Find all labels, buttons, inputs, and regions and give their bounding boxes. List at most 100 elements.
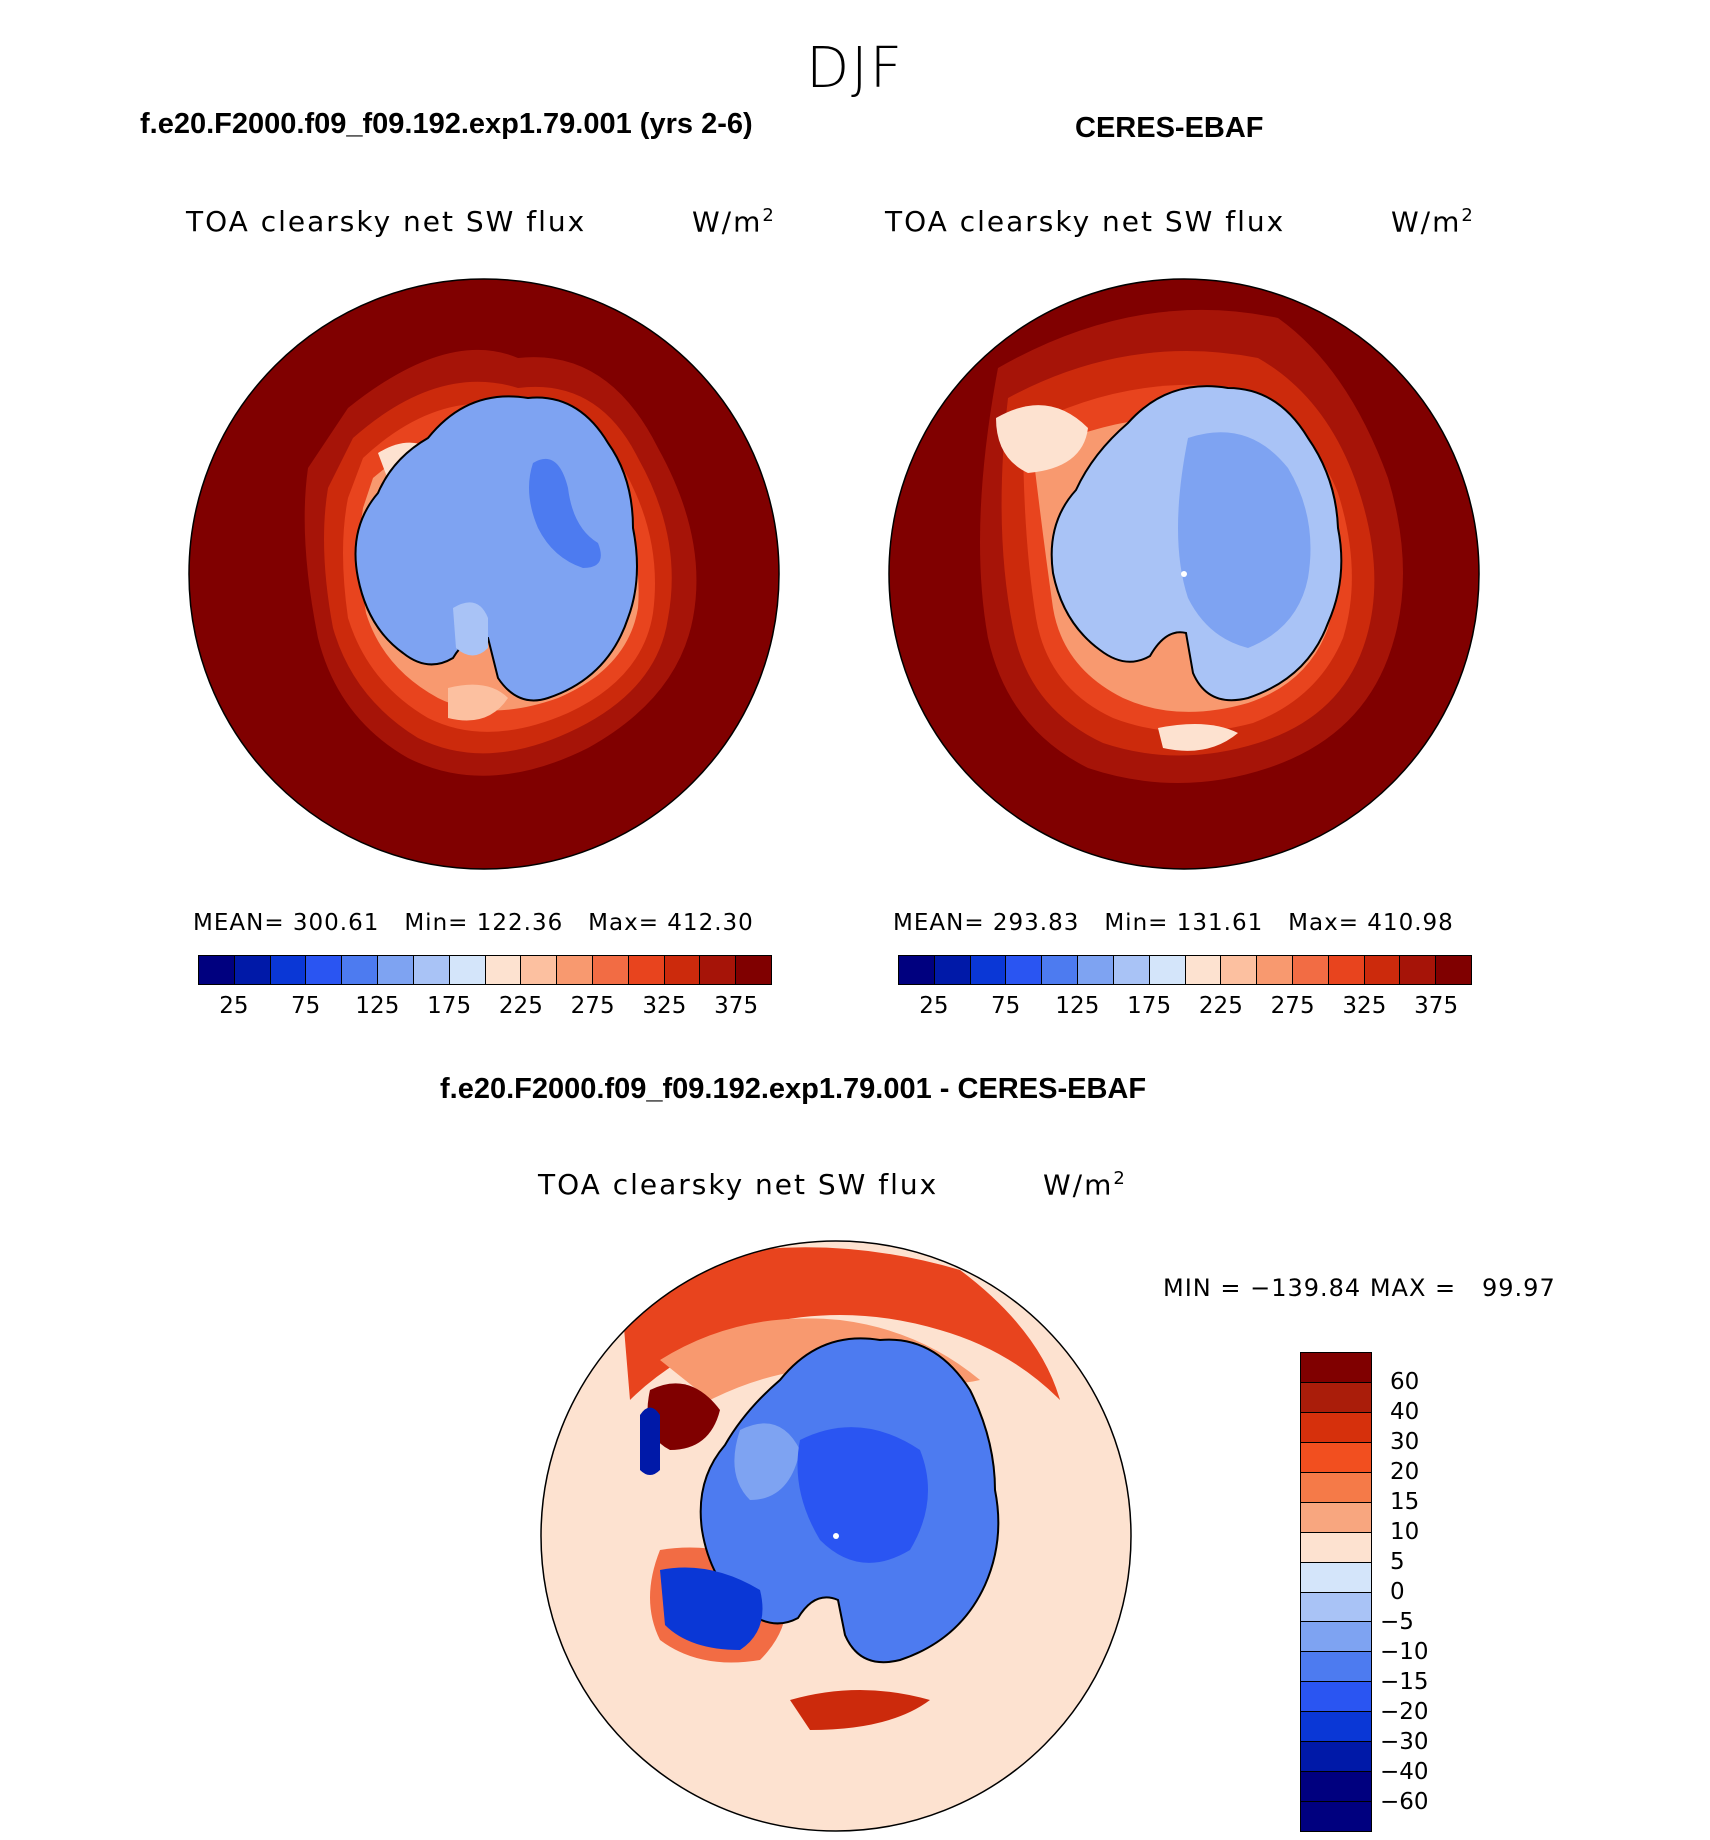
colorbar-swatch bbox=[970, 956, 1007, 984]
colorbar-tick-label: 30 bbox=[1390, 1429, 1420, 1455]
colorbar-swatch bbox=[1149, 956, 1186, 984]
colorbar-swatch bbox=[342, 956, 379, 984]
diff-minmax: MIN = −139.84 MAX = 99.97 bbox=[1163, 1274, 1556, 1302]
ross-sea-band bbox=[448, 684, 508, 721]
obs-case-title: CERES-EBAF bbox=[1075, 112, 1264, 144]
colorbar-swatch bbox=[899, 956, 935, 984]
colorbar-swatch bbox=[1301, 1502, 1371, 1533]
colorbar-swatch bbox=[1301, 1382, 1371, 1413]
colorbar-swatch bbox=[1301, 1532, 1371, 1563]
colorbar-tick-label: −20 bbox=[1380, 1699, 1429, 1725]
colorbar-swatch bbox=[1042, 956, 1079, 984]
model-variable-title: TOA clearsky net SW flux bbox=[186, 205, 587, 238]
colorbar-swatch bbox=[1301, 1353, 1371, 1383]
antarctica-continent bbox=[354, 395, 638, 702]
colorbar-swatch bbox=[1301, 1682, 1371, 1713]
colorbar-swatch bbox=[1301, 1802, 1371, 1831]
colorbar-swatch bbox=[1301, 1412, 1371, 1443]
colorbar-swatch bbox=[1301, 1592, 1371, 1623]
colorbar-swatch bbox=[378, 956, 414, 984]
diff-polar-map bbox=[540, 1240, 1132, 1832]
south-pole-marker bbox=[833, 1533, 839, 1539]
colorbar-swatch bbox=[1301, 1442, 1371, 1473]
colorbar-tick-label: 5 bbox=[1390, 1549, 1405, 1575]
colorbar-tick-label: −60 bbox=[1380, 1789, 1429, 1815]
colorbar-swatch bbox=[1301, 1652, 1371, 1683]
colorbar-tick-label: 225 bbox=[498, 993, 543, 1019]
colorbar-tick-label: 125 bbox=[1055, 993, 1100, 1019]
colorbar-swatch bbox=[449, 956, 486, 984]
colorbar-tick-label: 25 bbox=[219, 993, 249, 1019]
colorbar-swatch bbox=[557, 956, 593, 984]
colorbar-swatch bbox=[1328, 956, 1365, 984]
model-case-title: f.e20.F2000.f09_f09.192.exp1.79.001 (yrs… bbox=[140, 108, 753, 140]
colorbar-swatch bbox=[1301, 1742, 1371, 1773]
obs-stats: MEAN= 293.83 Min= 131.61 Max= 410.98 bbox=[893, 910, 1454, 936]
colorbar-tick-label: 40 bbox=[1390, 1399, 1420, 1425]
model-colorbar-ticks: 25 75 125 175 225 275 325 375 bbox=[198, 993, 772, 1023]
colorbar-swatch bbox=[664, 956, 701, 984]
peninsula-edge-negative bbox=[640, 1407, 660, 1475]
colorbar-swatch bbox=[1292, 956, 1329, 984]
antarctic-peninsula-light bbox=[734, 1423, 800, 1500]
ross-negative bbox=[660, 1567, 763, 1650]
obs-variable-title: TOA clearsky net SW flux bbox=[885, 205, 1286, 238]
colorbar-tick-label: 375 bbox=[714, 993, 759, 1019]
colorbar-swatch bbox=[1436, 956, 1471, 984]
colorbar-tick-label: 10 bbox=[1390, 1519, 1420, 1545]
colorbar-tick-label: −15 bbox=[1380, 1669, 1429, 1695]
colorbar-tick-label: −5 bbox=[1380, 1609, 1414, 1635]
colorbar-swatch bbox=[1301, 1772, 1371, 1803]
obs-units: W/m2 bbox=[1391, 205, 1475, 239]
colorbar-tick-label: 175 bbox=[427, 993, 472, 1019]
colorbar-tick-label: 0 bbox=[1390, 1579, 1405, 1605]
south-pole-marker bbox=[1181, 571, 1187, 577]
colorbar-swatch bbox=[934, 956, 971, 984]
colorbar-swatch bbox=[592, 956, 629, 984]
diff-variable-title: TOA clearsky net SW flux bbox=[538, 1168, 939, 1201]
colorbar-tick-label: 325 bbox=[1342, 993, 1387, 1019]
colorbar-swatch bbox=[1185, 956, 1222, 984]
diff-colorbar bbox=[1300, 1352, 1372, 1832]
colorbar-swatch bbox=[1257, 956, 1293, 984]
obs-colorbar-ticks: 25 75 125 175 225 275 325 375 bbox=[898, 993, 1472, 1023]
colorbar-swatch bbox=[1301, 1472, 1371, 1503]
diff-units: W/m2 bbox=[1043, 1168, 1127, 1202]
colorbar-swatch bbox=[736, 956, 771, 984]
colorbar-tick-label: 60 bbox=[1390, 1369, 1420, 1395]
colorbar-tick-label: 325 bbox=[642, 993, 687, 1019]
colorbar-swatch bbox=[1364, 956, 1401, 984]
colorbar-swatch bbox=[1221, 956, 1258, 984]
colorbar-swatch bbox=[234, 956, 271, 984]
colorbar-tick-label: −30 bbox=[1380, 1729, 1429, 1755]
east-antarctic-plateau bbox=[529, 458, 601, 568]
colorbar-tick-label: 25 bbox=[919, 993, 949, 1019]
model-units: W/m2 bbox=[692, 205, 776, 239]
colorbar-swatch bbox=[1301, 1712, 1371, 1743]
obs-colorbar bbox=[898, 955, 1472, 985]
colorbar-swatch bbox=[485, 956, 522, 984]
weddell-maximum bbox=[647, 1383, 720, 1450]
colorbar-swatch bbox=[1301, 1622, 1371, 1653]
colorbar-tick-label: −10 bbox=[1380, 1639, 1429, 1665]
north-red-band bbox=[620, 1247, 1060, 1400]
colorbar-swatch bbox=[1078, 956, 1114, 984]
colorbar-swatch bbox=[1400, 956, 1437, 984]
south-red-patch bbox=[790, 1690, 930, 1730]
colorbar-tick-label: 20 bbox=[1390, 1459, 1420, 1485]
colorbar-swatch bbox=[413, 956, 450, 984]
obs-polar-map bbox=[888, 278, 1480, 870]
colorbar-swatch bbox=[700, 956, 737, 984]
colorbar-tick-label: 15 bbox=[1390, 1489, 1420, 1515]
sea-ice-weddell bbox=[996, 405, 1088, 473]
colorbar-swatch bbox=[521, 956, 558, 984]
colorbar-tick-label: 125 bbox=[355, 993, 400, 1019]
colorbar-tick-label: 225 bbox=[1198, 993, 1243, 1019]
diff-case-title: f.e20.F2000.f09_f09.192.exp1.79.001 - CE… bbox=[440, 1073, 1147, 1105]
colorbar-tick-label: 175 bbox=[1127, 993, 1172, 1019]
colorbar-swatch bbox=[270, 956, 307, 984]
ross-sea-band bbox=[1158, 724, 1238, 751]
colorbar-tick-label: 275 bbox=[1270, 993, 1315, 1019]
colorbar-tick-label: −40 bbox=[1380, 1759, 1429, 1785]
colorbar-swatch bbox=[1006, 956, 1043, 984]
